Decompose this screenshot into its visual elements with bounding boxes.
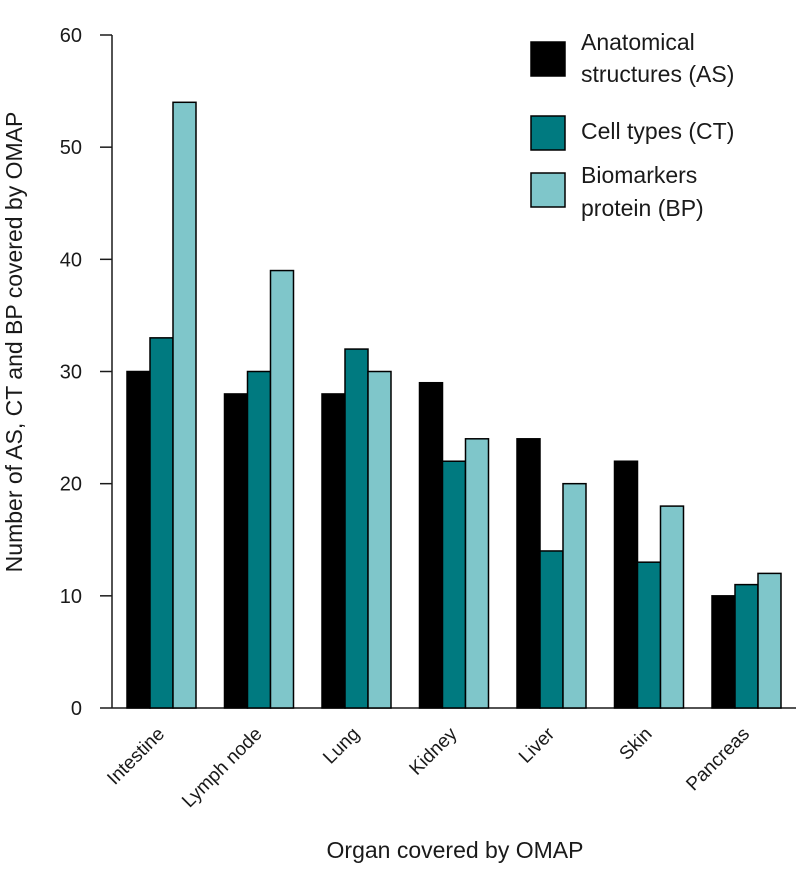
bar-lymph-node-as — [223, 393, 249, 709]
y-axis: 0 10 20 30 40 50 60 — [60, 25, 113, 720]
bar-liver-bp — [562, 482, 587, 709]
y-tick-label-10: 10 — [60, 586, 82, 608]
legend-label-bp: Biomarkers protein (BP) — [581, 162, 704, 221]
x-tick-label-liver: Liver — [515, 723, 559, 767]
legend-swatch-bp — [530, 172, 566, 208]
bar-lymph-node-ct — [246, 370, 272, 709]
y-tick-label-30: 30 — [60, 362, 82, 384]
x-tick-label-kidney: Kidney — [406, 723, 462, 779]
bar-liver-ct — [539, 550, 564, 709]
legend: Anatomical structures (AS) Cell types (CT)… — [530, 29, 734, 221]
bar-pancreas-as — [711, 595, 736, 709]
y-tick-label-40: 40 — [60, 249, 82, 271]
legend-swatch-as — [530, 41, 566, 77]
category-labels: Intestine Lymph node Lung Kidney Liver Skin Pa… — [103, 723, 754, 812]
x-tick-label-pancreas: Pancreas — [682, 724, 754, 796]
bar-intestine-ct — [149, 337, 174, 709]
legend-label-ct: Cell types (CT) — [581, 118, 734, 144]
legend-label-as: Anatomical structures (AS) — [581, 29, 734, 87]
bar-kidney-ct — [441, 460, 467, 709]
bar-liver-as — [516, 438, 541, 709]
bar-kidney-as — [418, 381, 444, 709]
bar-intestine-bp — [172, 101, 197, 709]
bar-lung-bp — [367, 370, 392, 709]
bar-skin-ct — [636, 561, 662, 709]
legend-swatch-ct — [530, 115, 566, 151]
y-axis-title: Number of AS, CT and BP covered by OMAP — [1, 112, 27, 573]
bar-pancreas-bp — [757, 572, 782, 709]
y-tick-label-0: 0 — [71, 698, 82, 720]
bar-intestine-as — [126, 370, 151, 709]
bar-lung-as — [321, 393, 346, 709]
bar-skin-bp — [659, 505, 685, 709]
x-tick-label-skin: Skin — [616, 724, 657, 765]
x-tick-label-lung: Lung — [319, 724, 364, 769]
bar-skin-as — [613, 460, 639, 709]
bar-pancreas-ct — [734, 583, 759, 709]
y-tick-label-20: 20 — [60, 474, 82, 496]
y-tick-label-50: 50 — [60, 137, 82, 159]
bar-lung-ct — [344, 348, 369, 709]
bar-lymph-node-bp — [269, 269, 295, 709]
bar-kidney-bp — [464, 438, 490, 709]
x-tick-label-intestine: Intestine — [103, 724, 169, 790]
bars — [126, 101, 782, 709]
x-tick-label-lymph-node: Lymph node — [178, 724, 266, 812]
y-tick-label-60: 60 — [60, 25, 82, 47]
x-axis-title: Organ covered by OMAP — [327, 837, 584, 863]
